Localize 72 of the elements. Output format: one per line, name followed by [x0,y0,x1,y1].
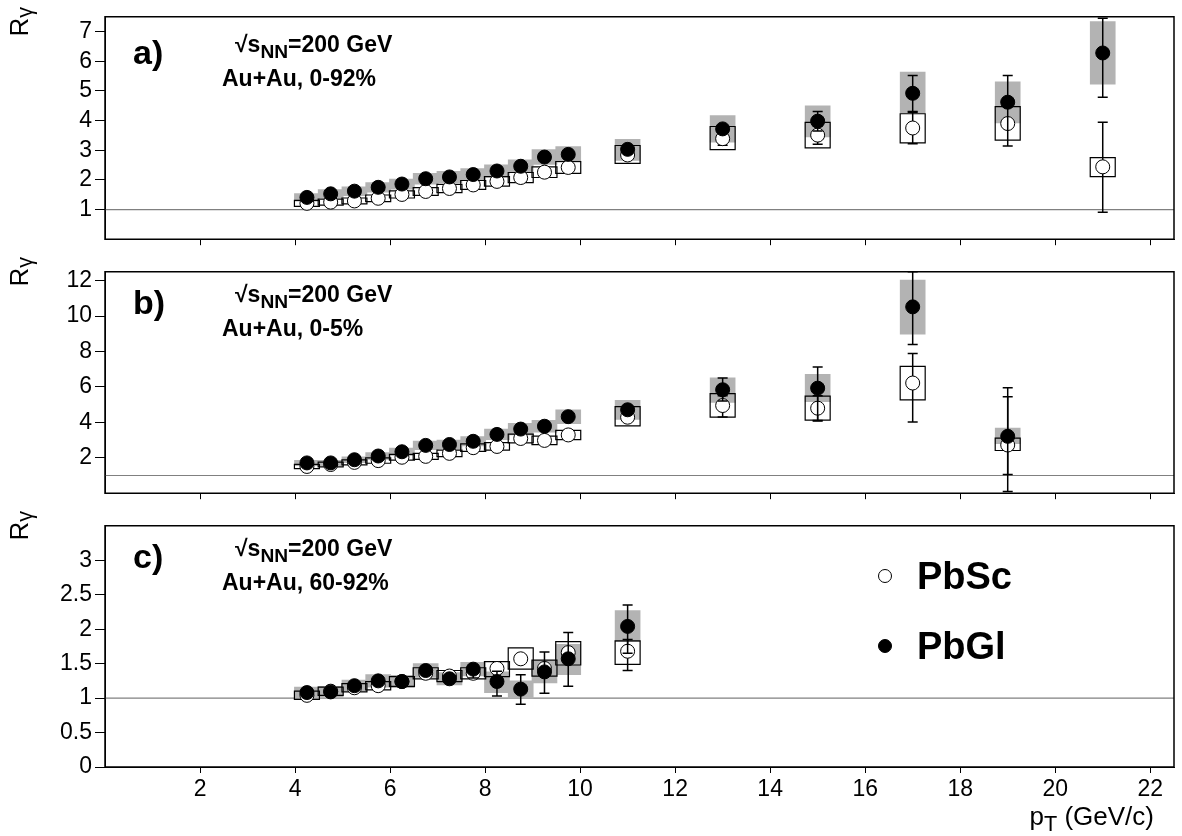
legend-label: PbSc [916,554,1012,598]
y-tick-label: 10 [66,301,92,328]
point [370,448,386,464]
annotation: Au+Au, 60-92% [222,569,389,596]
point [441,436,457,452]
annotation: a) [133,33,164,72]
y-tick-label: 1.5 [60,648,92,675]
point [465,433,481,449]
y-tick-label: 12 [66,266,92,292]
point [560,409,576,425]
point [560,427,576,443]
point [536,418,552,434]
annotation: Au+Au, 0-92% [222,65,377,92]
point [346,183,362,199]
y-tick-label: 4 [79,407,93,434]
point [418,183,434,199]
annotation: √s$_{NN}$=200 GeV [235,281,393,313]
annotation: √s$_{NN}$=200 GeV [235,31,393,63]
x-tick-label: 4 [288,775,302,802]
point [489,426,505,442]
x-tick-label: 2 [193,775,207,802]
x-tick-label: 6 [383,775,397,802]
point [465,661,481,677]
x-tick-label: 10 [567,775,593,802]
y-tick-label: 7 [79,16,92,43]
y-tick-label: 6 [79,46,92,73]
x-tick-label: 16 [852,775,878,802]
x-tick-label: 20 [1042,775,1069,802]
y-tick-label: 0 [79,752,92,779]
point [536,432,552,448]
point [394,176,410,192]
legend-label: PbGl [916,624,1006,668]
bar [614,144,641,164]
annotation: b) [133,283,166,322]
point [299,189,315,205]
point [441,169,457,185]
point [465,167,481,183]
y-tick-label: 3 [79,135,92,162]
y-tick-label: 6 [79,372,92,399]
point [418,171,434,187]
x-tick-label: 22 [1137,775,1164,802]
point [370,673,386,689]
x-tick-label: 18 [947,775,973,802]
point [418,437,434,453]
y-tick-label: 2 [79,165,92,192]
point [536,149,552,165]
y-tick-label: 4 [79,105,93,132]
y-tick-label: 1 [79,683,92,710]
point [394,444,410,460]
x-tick-label: 14 [757,775,784,802]
annotation: Au+Au, 0-5% [222,315,364,342]
x-tick-label: 8 [478,775,492,802]
y-tick-label: 2 [79,614,92,641]
bar [614,405,641,427]
x-tick-label: 12 [662,775,688,802]
x-axis-title: p$_{T}$ (GeV/c) [1029,801,1154,836]
y-tick-label: 3 [79,545,92,572]
y-tick-label: 8 [79,336,92,363]
point [513,421,529,437]
annotation: c) [133,537,164,576]
annotation: √s$_{NN}$=200 GeV [235,535,393,567]
bar [709,125,736,151]
y-tick-label: 0.5 [60,717,92,744]
y-tick-label: 1 [79,194,92,221]
point [370,179,386,195]
point [489,163,505,179]
y-tick-label: 2.5 [60,580,92,607]
point [513,158,529,174]
point [536,164,552,180]
y-tick-label: 5 [79,76,92,103]
point [323,186,339,202]
y-tick-label: 2 [79,443,92,470]
